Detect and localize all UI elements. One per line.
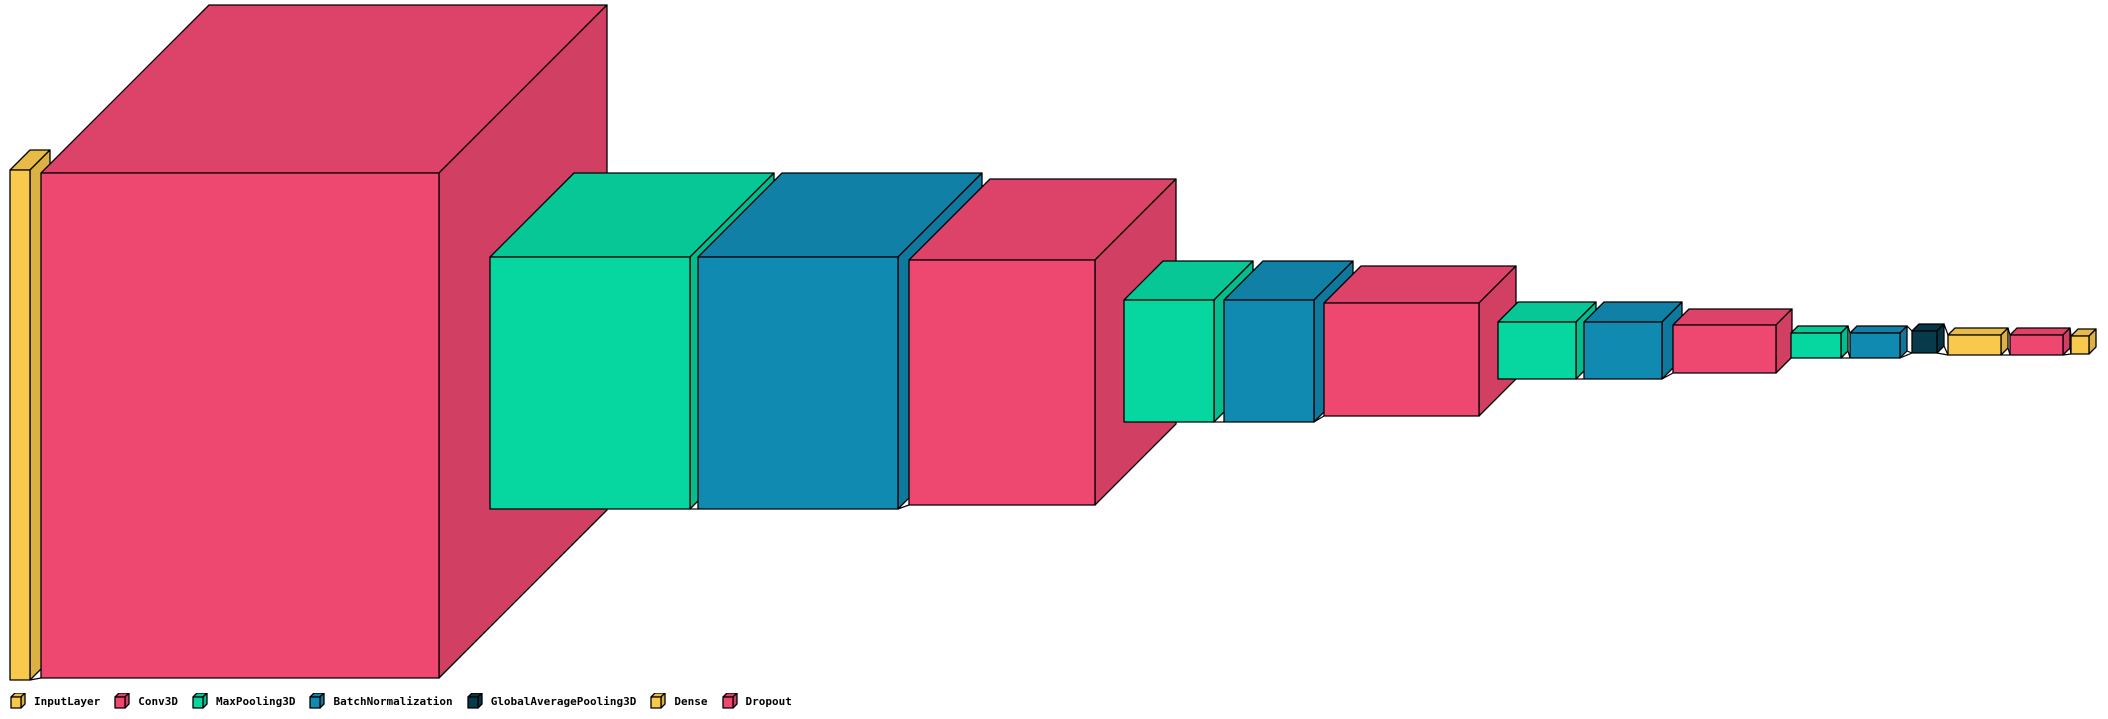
legend-label-conv3d: Conv3D bbox=[138, 694, 178, 708]
connector-line-16-3 bbox=[2062, 353, 2072, 356]
layer-box-10-batchnormalization bbox=[1583, 301, 1683, 380]
legend-label-globalaveragepooling3d: GlobalAveragePooling3D bbox=[490, 694, 637, 708]
layer-box-7-batchnormalization-front-face bbox=[1223, 299, 1315, 423]
layer-box-16-dropout-top-face bbox=[2009, 327, 2071, 336]
layer-boxes bbox=[9, 4, 2097, 681]
legend-item-inputlayer: InputLayer bbox=[10, 693, 100, 709]
inputlayer-cube-icon bbox=[10, 693, 26, 709]
conv3d-cube-icon bbox=[114, 693, 130, 709]
layer-box-12-maxpooling3d bbox=[1790, 325, 1849, 359]
legend-cube-1-front-face bbox=[10, 696, 22, 709]
layer-box-16-dropout-front-face bbox=[2009, 334, 2064, 356]
legend-cube-6-front-face bbox=[650, 696, 663, 709]
layer-box-16-dropout bbox=[2009, 327, 2071, 356]
layer-box-8-conv3d bbox=[1323, 265, 1517, 417]
layer-box-1-inputlayer-front-face bbox=[9, 169, 31, 681]
batchnormalization-cube-icon bbox=[309, 693, 326, 709]
layer-box-15-dense bbox=[1947, 327, 2009, 356]
legend-item-globalaveragepooling3d: GlobalAveragePooling3D bbox=[467, 693, 637, 709]
connector-line-13-3 bbox=[1899, 352, 1913, 359]
legend-cube-3-front-face bbox=[192, 696, 204, 709]
globalaveragepooling3d-cube-icon bbox=[467, 693, 483, 709]
layer-box-13-batchnormalization-top-face bbox=[1849, 325, 1908, 334]
layer-box-11-conv3d bbox=[1672, 308, 1793, 374]
layer-box-3-maxpooling3d-front-face bbox=[489, 256, 691, 510]
layer-box-13-batchnormalization-front-face bbox=[1849, 332, 1901, 359]
connector-line-13-1 bbox=[1906, 325, 1913, 332]
connector-line-14-2 bbox=[1943, 345, 1949, 356]
legend-cube-4 bbox=[309, 693, 326, 709]
connector-line-14-3 bbox=[1936, 352, 1949, 356]
legend-cube-2 bbox=[114, 693, 130, 709]
maxpooling3d-cube-icon bbox=[192, 693, 208, 709]
layer-box-12-maxpooling3d-front-face bbox=[1790, 332, 1842, 359]
legend-cube-3 bbox=[192, 693, 208, 709]
layer-box-9-maxpooling3d-front-face bbox=[1497, 321, 1577, 380]
legend-cube-5-front-face bbox=[467, 696, 479, 709]
layer-box-2-conv3d-front-face bbox=[40, 172, 440, 679]
layer-box-17-dense bbox=[2070, 328, 2097, 355]
layer-box-14-globalaveragepooling3d-front-face bbox=[1911, 330, 1938, 354]
legend-cube-4-front-face bbox=[309, 696, 322, 709]
layer-box-15-dense-top-face bbox=[1947, 327, 2009, 336]
legend-cube-1 bbox=[10, 693, 26, 709]
dropout-cube-icon bbox=[721, 693, 738, 709]
layer-box-10-batchnormalization-front-face bbox=[1583, 321, 1663, 380]
layer-box-15-dense-front-face bbox=[1947, 334, 2002, 356]
layer-box-6-maxpooling3d-front-face bbox=[1123, 299, 1215, 423]
layer-box-12-maxpooling3d-top-face bbox=[1790, 325, 1849, 334]
connector-line-4-3 bbox=[897, 504, 910, 510]
layer-box-8-conv3d-front-face bbox=[1323, 302, 1480, 417]
legend-cube-5 bbox=[467, 693, 483, 709]
legend-item-batchnormalization: BatchNormalization bbox=[309, 693, 453, 709]
legend-cube-6 bbox=[650, 693, 667, 709]
legend-cube-7 bbox=[721, 693, 738, 709]
connector-line-14-1 bbox=[1943, 323, 1949, 336]
legend-item-dense: Dense bbox=[650, 693, 708, 709]
connector-line-13-2 bbox=[1906, 350, 1913, 354]
layer-box-5-conv3d-front-face bbox=[908, 259, 1096, 506]
connector-line-1-3 bbox=[29, 677, 42, 681]
legend: InputLayer Conv3D MaxPooling3D BatchNorm… bbox=[10, 693, 806, 709]
layer-box-11-conv3d-front-face bbox=[1672, 324, 1777, 374]
layer-box-14-globalaveragepooling3d bbox=[1911, 323, 1945, 354]
legend-cube-2-front-face bbox=[114, 696, 126, 709]
legend-item-maxpooling3d: MaxPooling3D bbox=[192, 693, 295, 709]
legend-item-conv3d: Conv3D bbox=[114, 693, 178, 709]
legend-label-maxpooling3d: MaxPooling3D bbox=[215, 694, 296, 708]
legend-cube-7-front-face bbox=[721, 696, 734, 709]
legend-label-batchnormalization: BatchNormalization bbox=[333, 694, 453, 708]
dense-cube-icon bbox=[650, 693, 667, 709]
layer-box-17-dense-front-face bbox=[2070, 335, 2090, 355]
layer-box-9-maxpooling3d bbox=[1497, 301, 1597, 380]
layer-box-11-conv3d-top-face bbox=[1672, 308, 1793, 326]
legend-label-inputlayer: InputLayer bbox=[34, 694, 101, 708]
legend-label-dropout: Dropout bbox=[745, 694, 792, 708]
legend-label-dense: Dense bbox=[674, 694, 708, 708]
layer-box-4-batchnormalization-front-face bbox=[697, 256, 899, 510]
layer-box-13-batchnormalization bbox=[1849, 325, 1908, 359]
legend-item-dropout: Dropout bbox=[721, 693, 792, 709]
